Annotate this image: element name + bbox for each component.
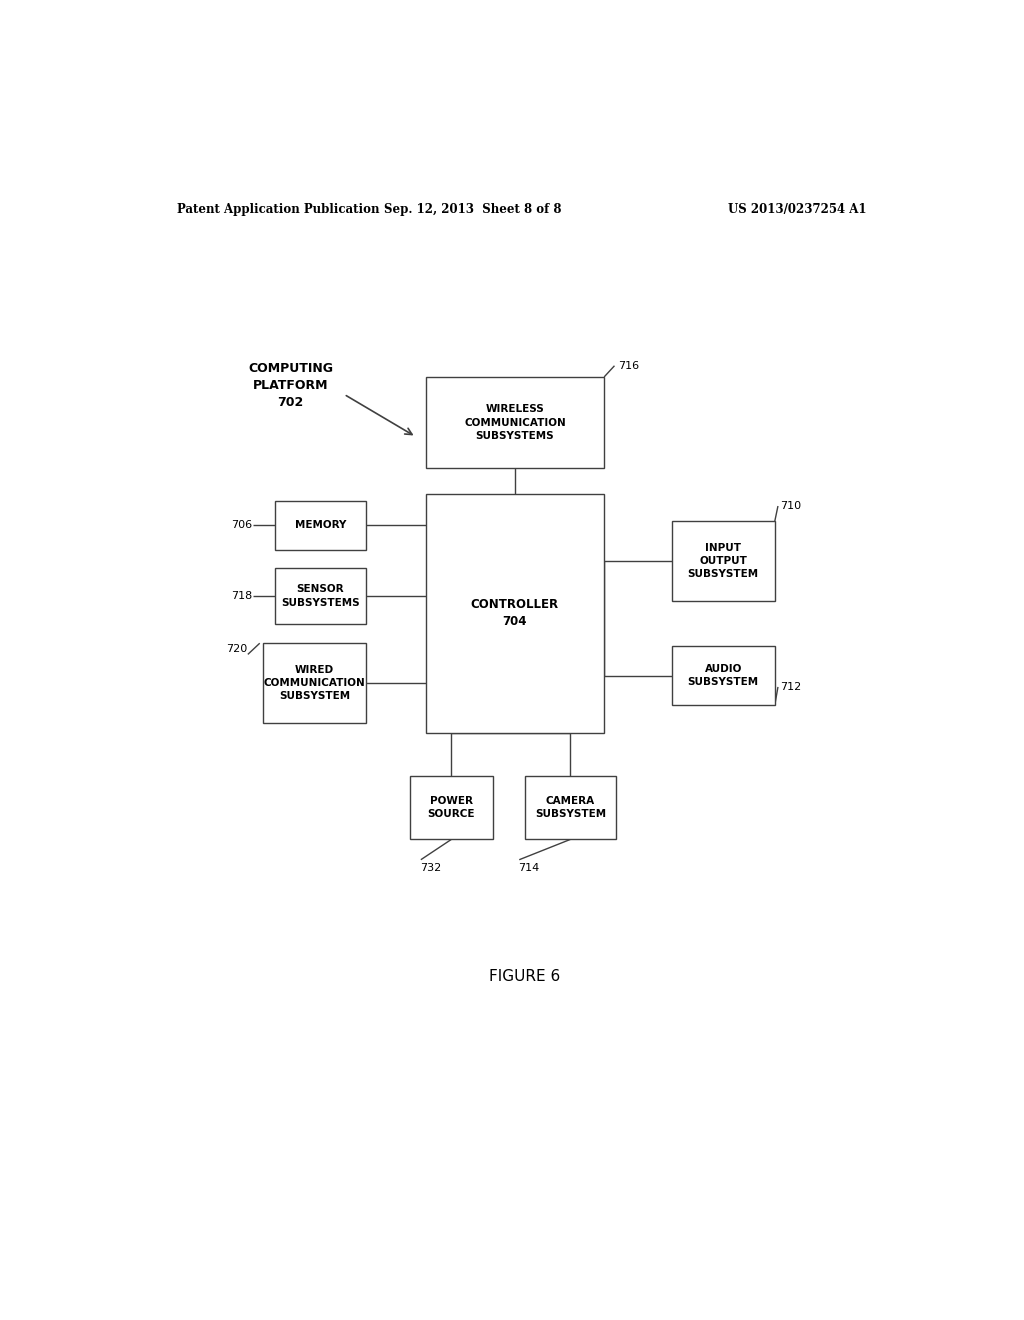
Text: 712: 712 <box>780 682 802 692</box>
Text: WIRELESS
COMMUNICATION
SUBSYSTEMS: WIRELESS COMMUNICATION SUBSYSTEMS <box>464 404 565 441</box>
Bar <box>524 776 616 840</box>
Text: MEMORY: MEMORY <box>295 520 346 531</box>
Text: 710: 710 <box>780 502 802 511</box>
Text: 714: 714 <box>518 863 540 873</box>
Text: 706: 706 <box>231 520 253 531</box>
Text: CAMERA
SUBSYSTEM: CAMERA SUBSYSTEM <box>535 796 606 820</box>
Text: SENSOR
SUBSYSTEMS: SENSOR SUBSYSTEMS <box>282 585 359 607</box>
Bar <box>263 643 367 722</box>
Bar <box>274 568 367 624</box>
Text: AUDIO
SUBSYSTEM: AUDIO SUBSYSTEM <box>688 664 759 688</box>
Text: 716: 716 <box>618 360 640 371</box>
Text: WIRED
COMMUNICATION
SUBSYSTEM: WIRED COMMUNICATION SUBSYSTEM <box>263 665 366 701</box>
Text: Sep. 12, 2013  Sheet 8 of 8: Sep. 12, 2013 Sheet 8 of 8 <box>384 203 562 216</box>
Text: 720: 720 <box>225 644 247 655</box>
Text: POWER
SOURCE: POWER SOURCE <box>428 796 475 820</box>
Text: FIGURE 6: FIGURE 6 <box>489 969 560 985</box>
Bar <box>426 378 604 469</box>
Text: US 2013/0237254 A1: US 2013/0237254 A1 <box>727 203 866 216</box>
Bar <box>410 776 494 840</box>
Bar <box>274 500 367 549</box>
Text: CONTROLLER
704: CONTROLLER 704 <box>471 598 559 628</box>
Text: Patent Application Publication: Patent Application Publication <box>177 203 380 216</box>
Text: 732: 732 <box>420 863 441 873</box>
Bar <box>426 494 604 733</box>
Text: 718: 718 <box>231 591 253 602</box>
Text: COMPUTING
PLATFORM
702: COMPUTING PLATFORM 702 <box>248 362 333 409</box>
Text: INPUT
OUTPUT
SUBSYSTEM: INPUT OUTPUT SUBSYSTEM <box>688 543 759 579</box>
Bar <box>672 521 775 601</box>
Bar <box>672 647 775 705</box>
